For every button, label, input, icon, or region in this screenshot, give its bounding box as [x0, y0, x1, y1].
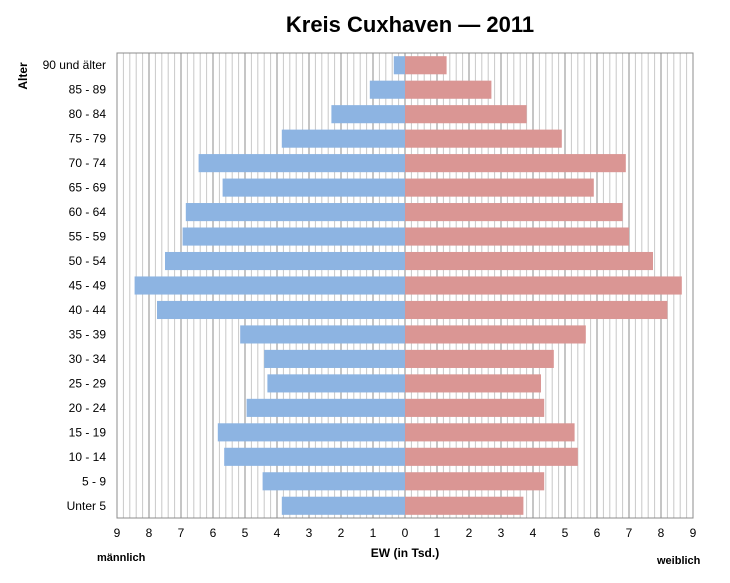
age-group-label: 20 - 24: [69, 401, 107, 415]
male-bar: [185, 203, 405, 222]
female-bar: [405, 276, 682, 295]
x-tick-label: 6: [210, 526, 217, 540]
plot-border: [116, 52, 694, 519]
x-tick-label: 9: [690, 526, 697, 540]
female-bar: [405, 105, 527, 124]
male-bar: [267, 374, 405, 393]
male-bar: [222, 178, 405, 197]
age-group-label: 50 - 54: [69, 254, 107, 268]
female-bar: [405, 374, 541, 393]
chart-title: Kreis Cuxhaven — 2011: [286, 12, 534, 37]
age-group-label: 45 - 49: [69, 279, 107, 293]
female-bar: [405, 154, 626, 173]
male-bar: [281, 496, 405, 515]
age-group-label: 65 - 69: [69, 181, 107, 195]
x-tick-label: 4: [530, 526, 537, 540]
x-tick-label: 3: [306, 526, 313, 540]
age-group-labels: 90 und älter 85 - 89 80 - 84 75 - 79 70 - 74…: [43, 58, 107, 513]
age-group-label: 25 - 29: [69, 376, 107, 390]
age-group-label: 30 - 34: [69, 352, 107, 366]
male-bar: [240, 325, 405, 344]
male-bar: [264, 349, 405, 368]
x-tick-label: 7: [178, 526, 185, 540]
female-bar: [405, 447, 578, 466]
age-group-label: 90 und älter: [43, 58, 106, 72]
x-tick-label: 5: [242, 526, 249, 540]
male-bar: [157, 300, 405, 320]
x-tick-label: 1: [434, 526, 441, 540]
x-tick-label: 7: [626, 526, 633, 540]
male-bar: [393, 56, 405, 75]
age-group-label: 85 - 89: [69, 83, 107, 97]
x-tick-label: 0: [402, 526, 409, 540]
male-bar: [217, 423, 405, 442]
female-bar: [405, 300, 668, 320]
male-bar: [331, 105, 405, 124]
age-group-label: 35 - 39: [69, 327, 107, 341]
female-bar: [405, 472, 545, 491]
male-bar: [182, 227, 405, 246]
male-bar: [262, 472, 405, 491]
male-bar: [246, 398, 405, 417]
x-tick-label: 1: [370, 526, 377, 540]
x-tick-label: 2: [466, 526, 473, 540]
age-group-label: 70 - 74: [69, 156, 107, 170]
x-tick-label: 2: [338, 526, 345, 540]
x-tick-label: 3: [498, 526, 505, 540]
age-group-label: Unter 5: [67, 499, 107, 513]
age-group-label: 60 - 64: [69, 205, 107, 219]
x-tick-labels: 9 8 7 6 5 4 3 2 1 0 1 2 3 4 5 6 7 8 9: [114, 526, 697, 540]
female-bar: [405, 496, 524, 515]
x-tick-label: 5: [562, 526, 569, 540]
female-bar: [405, 80, 492, 99]
x-tick-label: 9: [114, 526, 121, 540]
x-tick-label: 4: [274, 526, 281, 540]
x-axis-title: EW (in Tsd.): [371, 546, 439, 560]
male-bar: [198, 154, 405, 173]
male-bar: [369, 80, 405, 99]
age-group-label: 55 - 59: [69, 230, 107, 244]
y-axis-title: Alter: [16, 62, 30, 90]
female-label: weiblich: [656, 555, 701, 567]
female-bar: [405, 129, 562, 148]
male-bar: [165, 251, 405, 271]
female-bar: [405, 423, 575, 442]
female-bars: [405, 56, 682, 515]
female-bar: [405, 398, 545, 417]
female-bar: [405, 349, 554, 368]
x-tick-label: 6: [594, 526, 601, 540]
age-group-label: 15 - 19: [69, 425, 107, 439]
female-bar: [405, 203, 623, 222]
age-group-label: 80 - 84: [69, 107, 107, 121]
female-bar: [405, 56, 447, 75]
x-tick-label: 8: [146, 526, 153, 540]
female-bar: [405, 325, 586, 344]
male-label: männlich: [97, 552, 146, 564]
female-bar: [405, 227, 629, 246]
female-bar: [405, 251, 653, 271]
male-bar: [134, 276, 405, 295]
female-bar: [405, 178, 594, 197]
age-group-label: 10 - 14: [69, 450, 107, 464]
x-tick-label: 8: [658, 526, 665, 540]
age-group-label: 5 - 9: [82, 474, 106, 488]
male-bars: [134, 56, 405, 515]
male-bar: [281, 129, 405, 148]
age-group-label: 40 - 44: [69, 303, 107, 317]
male-bar: [224, 447, 405, 466]
age-group-label: 75 - 79: [69, 132, 107, 146]
